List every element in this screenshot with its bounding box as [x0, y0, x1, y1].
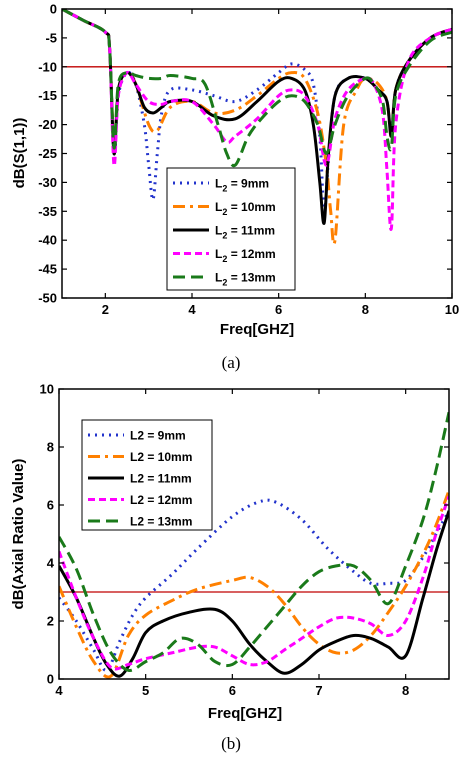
legend-label-3: L2 = 11mm: [130, 472, 192, 486]
legend-label-subscript: 2: [222, 278, 227, 288]
y-tick-label: -25: [38, 146, 57, 161]
y-tick-label: 2: [47, 614, 54, 629]
x-tick-label: 8: [402, 683, 409, 698]
legend-label-subscript: 2: [222, 231, 227, 241]
legend-label-main: L: [215, 247, 222, 261]
legend-label-main: L: [215, 200, 222, 214]
legend-label-1: L2 = 9mm: [130, 429, 186, 443]
legend-b: L2 = 9mm L2 = 10mm L2 = 11mm L2 = 12mm L2 = …: [81, 419, 213, 531]
chart-s11: 2 4 6 8 10 0 -5 -10 -15 -20 -25 -30 -35 -40 -45 -50 Fre…: [11, 2, 459, 373]
x-tick-label: 5: [142, 683, 149, 698]
x-tick-label: 4: [188, 302, 196, 317]
legend-label-subscript: 2: [222, 207, 227, 217]
caption-b: (b): [221, 734, 241, 753]
y-axis-label-a: dB(S(1,1)): [11, 118, 28, 189]
y-tick-label: -30: [38, 175, 57, 190]
x-tick-label: 6: [229, 683, 236, 698]
series-line-3: [59, 510, 449, 678]
series-line-5: [59, 411, 449, 672]
y-axis-label-b: dB(Axial Ratio Value): [10, 459, 27, 610]
plot-frame-b: [58, 388, 450, 680]
y-tick-label: 0: [50, 2, 57, 17]
x-tick-label: 7: [315, 683, 322, 698]
legend-label-4: L2 = 12mm: [130, 493, 192, 507]
y-tick-label: 6: [47, 498, 54, 513]
y-tick-label: -20: [38, 117, 57, 132]
series-line-5: [62, 9, 452, 168]
x-axis-label-a: Freq[GHZ]: [220, 321, 294, 338]
y-tick-label: -40: [38, 233, 57, 248]
y-tick-label: 4: [47, 556, 55, 571]
x-tick-label: 2: [102, 302, 109, 317]
y-tick-label: -10: [38, 59, 57, 74]
y-tick-label: -45: [38, 262, 57, 277]
legend-label-subscript: 2: [222, 254, 227, 264]
legend-label-suffix: = 10mm: [227, 200, 275, 214]
legend-label-suffix: = 13mm: [227, 271, 275, 285]
legend-label-1: L2 = 9mm: [215, 177, 269, 194]
legend-label-suffix: = 9mm: [227, 177, 269, 191]
series-line-4: [59, 495, 449, 671]
legend-frame: [81, 419, 213, 531]
legend-label-suffix: = 11mm: [227, 224, 275, 238]
x-tick-label: 4: [55, 683, 63, 698]
legend-label-main: L: [215, 271, 222, 285]
x-tick-label: 6: [275, 302, 282, 317]
caption-a: (a): [222, 353, 241, 372]
x-tick-label: 10: [445, 302, 459, 317]
y-tick-label: 10: [40, 382, 54, 397]
legend-label-2: L2 = 10mm: [215, 200, 276, 217]
legend-label-5: L2 = 13mm: [130, 515, 192, 529]
legend-label-suffix: = 12mm: [227, 247, 275, 261]
chart-axial-ratio: 4 5 6 7 8 0 2 4 6 8 10 Freq[GHZ] dB(Axial Ratio Va…: [10, 382, 450, 753]
legend-label-5: L2 = 13mm: [215, 271, 276, 288]
y-tick-label: -50: [38, 291, 57, 306]
y-tick-label: -35: [38, 204, 57, 219]
x-axis-label-b: Freq[GHZ]: [208, 705, 282, 722]
legend-label-3: L2 = 11mm: [215, 224, 275, 241]
y-tick-label: 8: [47, 440, 54, 455]
legend-label-4: L2 = 12mm: [215, 247, 276, 264]
y-tick-label: 0: [47, 672, 54, 687]
legend-label-main: L: [215, 224, 222, 238]
series-line-2: [59, 489, 449, 679]
y-tick-label: -5: [45, 30, 57, 45]
legend-label-main: L: [215, 177, 222, 191]
legend-label-subscript: 2: [222, 184, 227, 194]
y-tick-label: -15: [38, 88, 57, 103]
series-line-4: [62, 9, 452, 231]
legend-label-2: L2 = 10mm: [130, 450, 192, 464]
x-tick-label: 8: [362, 302, 369, 317]
